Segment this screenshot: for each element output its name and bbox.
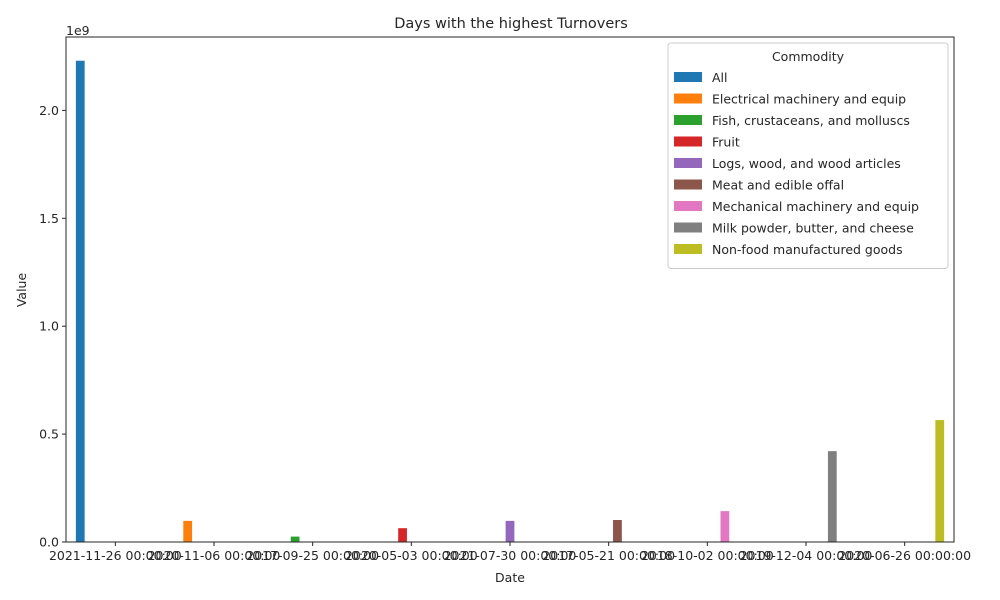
bar-milk-powder-butter-and-cheese [827, 451, 837, 542]
x-tick-label: 2017-09-25 00:00:00 [246, 548, 379, 563]
legend: Commodity All Electrical machinery and equ… [667, 42, 949, 269]
x-tick-label: 2018-10-02 00:00:00 [641, 548, 774, 563]
plot-area: 0.0 0.5 1.0 1.5 2.0 2021-11-26 00:00:002020-1… [39, 60, 971, 563]
legend-entry: Milk powder, butter, and cheese [712, 221, 914, 236]
bar-mechanical-machinery-and-equip [720, 511, 730, 542]
legend-swatch [674, 201, 702, 211]
bar-electrical-machinery-and-equip [183, 520, 193, 542]
legend-swatch [674, 72, 702, 82]
y-axis-label: Value [14, 273, 29, 308]
y-tick-label: 0.0 [39, 535, 59, 550]
legend-entry: Electrical machinery and equip [712, 92, 906, 107]
legend-title: Commodity [772, 49, 845, 64]
bar-all [75, 60, 85, 543]
legend-swatch [674, 136, 702, 147]
legend-entry: Non-food manufactured goods [712, 242, 903, 257]
legend-swatch [674, 244, 702, 254]
legend-entry: Fish, crustaceans, and molluscs [712, 113, 910, 128]
x-axis-label: Date [495, 570, 525, 585]
legend-entry: Meat and edible offal [712, 178, 844, 193]
y-tick-label: 1.5 [39, 211, 59, 226]
x-tick-label: 2017-05-21 00:00:00 [542, 548, 675, 563]
bar-non-food-manufactured-goods [935, 420, 945, 542]
legend-entry: Mechanical machinery and equip [712, 199, 919, 214]
x-tick-label: 2020-06-26 00:00:00 [838, 548, 971, 563]
legend-swatch [674, 93, 702, 104]
legend-entry: All [712, 70, 728, 85]
plot-frame [65, 36, 955, 543]
x-tick-label: 2020-11-06 00:00:00 [148, 548, 281, 563]
bar-meat-and-edible-offal [613, 519, 622, 542]
bar-logs-wood-and-wood-articles [505, 520, 515, 542]
y-tick-label: 1.0 [39, 319, 59, 334]
chart-title: Days with the highest Turnovers [394, 16, 628, 32]
x-tick-label: 2019-12-04 00:00:00 [740, 548, 873, 563]
bar-fruit [398, 528, 407, 542]
legend-swatch [674, 222, 702, 233]
x-tick-label: 2021-07-30 00:00:00 [444, 548, 577, 563]
y-tick-label: 2.0 [39, 103, 59, 118]
legend-swatch [674, 115, 702, 125]
y-tick-label: 0.5 [39, 427, 59, 442]
y-scale-label: 1e9 [66, 23, 90, 38]
x-tick-label: 2021-11-26 00:00:00 [49, 548, 182, 563]
legend-entry: Logs, wood, and wood articles [712, 156, 901, 171]
legend-swatch [674, 158, 702, 168]
x-tick-label: 2020-05-03 00:00:00 [345, 548, 478, 563]
legend-swatch [674, 179, 702, 190]
bar-fish-crustaceans-and-molluscs [290, 536, 300, 542]
legend-frame [667, 42, 949, 269]
legend-entry: Fruit [712, 135, 740, 150]
